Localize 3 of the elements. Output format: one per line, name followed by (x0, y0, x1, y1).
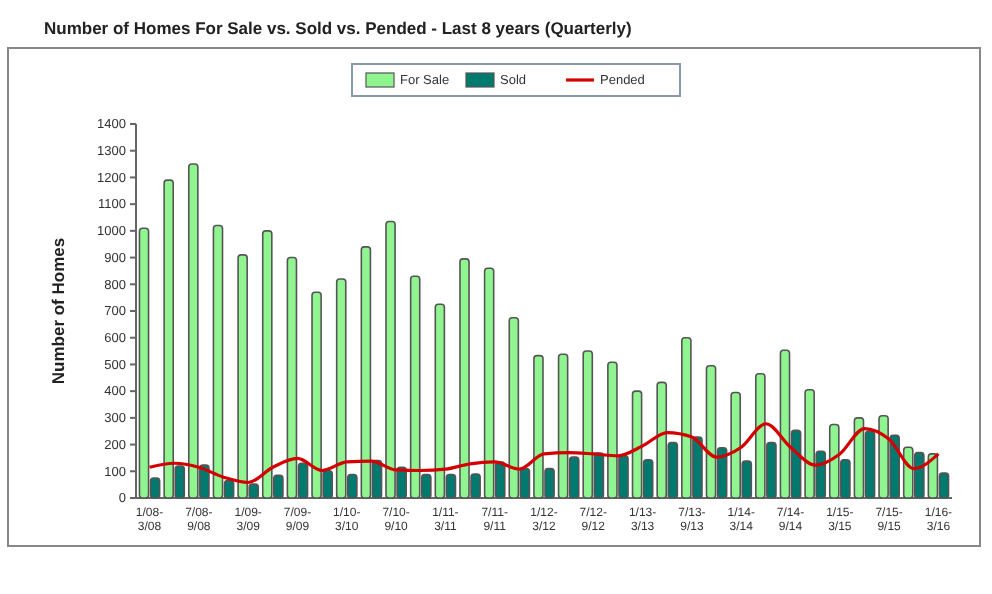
chart-title: Number of Homes For Sale vs. Sold vs. Pended - Last 8 years (Quarterly) (44, 18, 632, 38)
y-axis-title: Number of Homes (48, 237, 68, 385)
line-series (147, 422, 941, 485)
